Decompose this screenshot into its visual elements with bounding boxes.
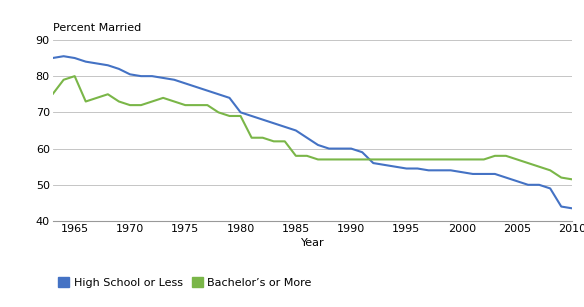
Legend: High School or Less, Bachelor’s or More: High School or Less, Bachelor’s or More xyxy=(58,277,311,288)
X-axis label: Year: Year xyxy=(301,238,324,248)
Text: Percent Married: Percent Married xyxy=(53,23,141,33)
